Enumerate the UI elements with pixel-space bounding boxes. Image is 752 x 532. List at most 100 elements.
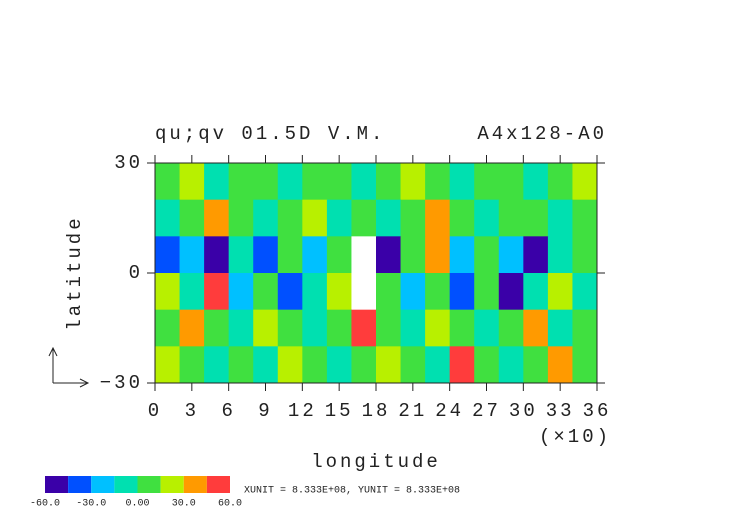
field-cell (277, 236, 303, 274)
x-tick-label: 21 (398, 400, 427, 422)
colorbar-box (114, 476, 138, 493)
field-cell (277, 273, 303, 311)
field-cell (351, 236, 377, 274)
field-cell (547, 309, 573, 347)
x-tick-label: 6 (221, 400, 235, 422)
field-cell (572, 273, 598, 311)
field-cell (474, 273, 500, 311)
field-cell (449, 236, 475, 274)
colorbar-box (137, 476, 161, 493)
x-tick-label: 33 (546, 400, 575, 422)
field-cell (326, 236, 352, 274)
field-cell (179, 309, 205, 347)
x-tick-label: 3 (185, 400, 199, 422)
field-cell (376, 346, 402, 384)
field-cell (302, 273, 328, 311)
field-cell (204, 309, 230, 347)
field-cell (277, 309, 303, 347)
field-cell (179, 163, 205, 201)
field-cell (277, 163, 303, 201)
field-cell (425, 309, 451, 347)
field-cell (326, 273, 352, 311)
field-cell (253, 236, 279, 274)
field-cell (179, 273, 205, 311)
field-cell (155, 163, 181, 201)
field-cell (425, 236, 451, 274)
x-tick-label: 18 (362, 400, 391, 422)
field-cell (351, 199, 377, 237)
colorbar-label: 0.00 (125, 499, 149, 510)
colorbar-label: -60.0 (30, 499, 60, 510)
field-cell (204, 346, 230, 384)
field-cell (376, 199, 402, 237)
x-tick-label: 27 (472, 400, 501, 422)
field-cell (253, 346, 279, 384)
field-cell (253, 163, 279, 201)
field-cell (498, 163, 524, 201)
field-cell (425, 346, 451, 384)
field-cell (449, 199, 475, 237)
field-cell (400, 273, 426, 311)
field-cell (498, 309, 524, 347)
field-cell (376, 309, 402, 347)
field-cell (179, 236, 205, 274)
x-scale-note: (×10) (539, 426, 611, 448)
x-tick-label: 15 (325, 400, 354, 422)
field-cell (376, 236, 402, 274)
field-cell (253, 309, 279, 347)
field-cell (523, 199, 549, 237)
colorbar-label: -30.0 (76, 499, 106, 510)
field-cell (400, 346, 426, 384)
field-cell (572, 163, 598, 201)
field-cell (351, 163, 377, 201)
chart-subtitle: A4x128-A0 (477, 123, 607, 145)
field-cell (449, 273, 475, 311)
field-cell (547, 273, 573, 311)
field-cell (204, 163, 230, 201)
field-cell (228, 346, 254, 384)
x-axis-label: longitude (311, 451, 441, 473)
field-cell (155, 199, 181, 237)
field-cell (498, 199, 524, 237)
field-cell (474, 236, 500, 274)
field-cell (523, 163, 549, 201)
field-cell (351, 309, 377, 347)
field-cell (204, 199, 230, 237)
field-cell (547, 346, 573, 384)
y-axis-label: latitude (64, 215, 86, 330)
field-cell (425, 273, 451, 311)
field-cell (179, 346, 205, 384)
field-cell (351, 273, 377, 311)
x-tick-label: 9 (258, 400, 272, 422)
field-cell (474, 309, 500, 347)
field-cell (326, 346, 352, 384)
field-cell (449, 309, 475, 347)
field-cell (474, 163, 500, 201)
reference-arrow (48, 346, 90, 388)
field-cell (523, 346, 549, 384)
x-tick-label: 30 (509, 400, 538, 422)
colorbar-box (160, 476, 184, 493)
field-cell (228, 236, 254, 274)
y-tick-label: −30 (100, 372, 143, 394)
field-cell (155, 346, 181, 384)
field-cell (155, 273, 181, 311)
field-cell (572, 346, 598, 384)
field-cell (572, 199, 598, 237)
y-tick-label: 30 (114, 152, 143, 174)
field-cell (523, 309, 549, 347)
field-cell (179, 199, 205, 237)
colorbar-box (45, 476, 69, 493)
colorbar-box (68, 476, 92, 493)
field-cell (523, 236, 549, 274)
field-cell (155, 309, 181, 347)
field-cell (302, 199, 328, 237)
colorbar-label: 30.0 (172, 499, 196, 510)
field-cell (351, 346, 377, 384)
field-cell (572, 236, 598, 274)
field-cell (474, 346, 500, 384)
field-cell (302, 346, 328, 384)
field-cell (498, 346, 524, 384)
field-cell (326, 163, 352, 201)
field-cell (204, 236, 230, 274)
